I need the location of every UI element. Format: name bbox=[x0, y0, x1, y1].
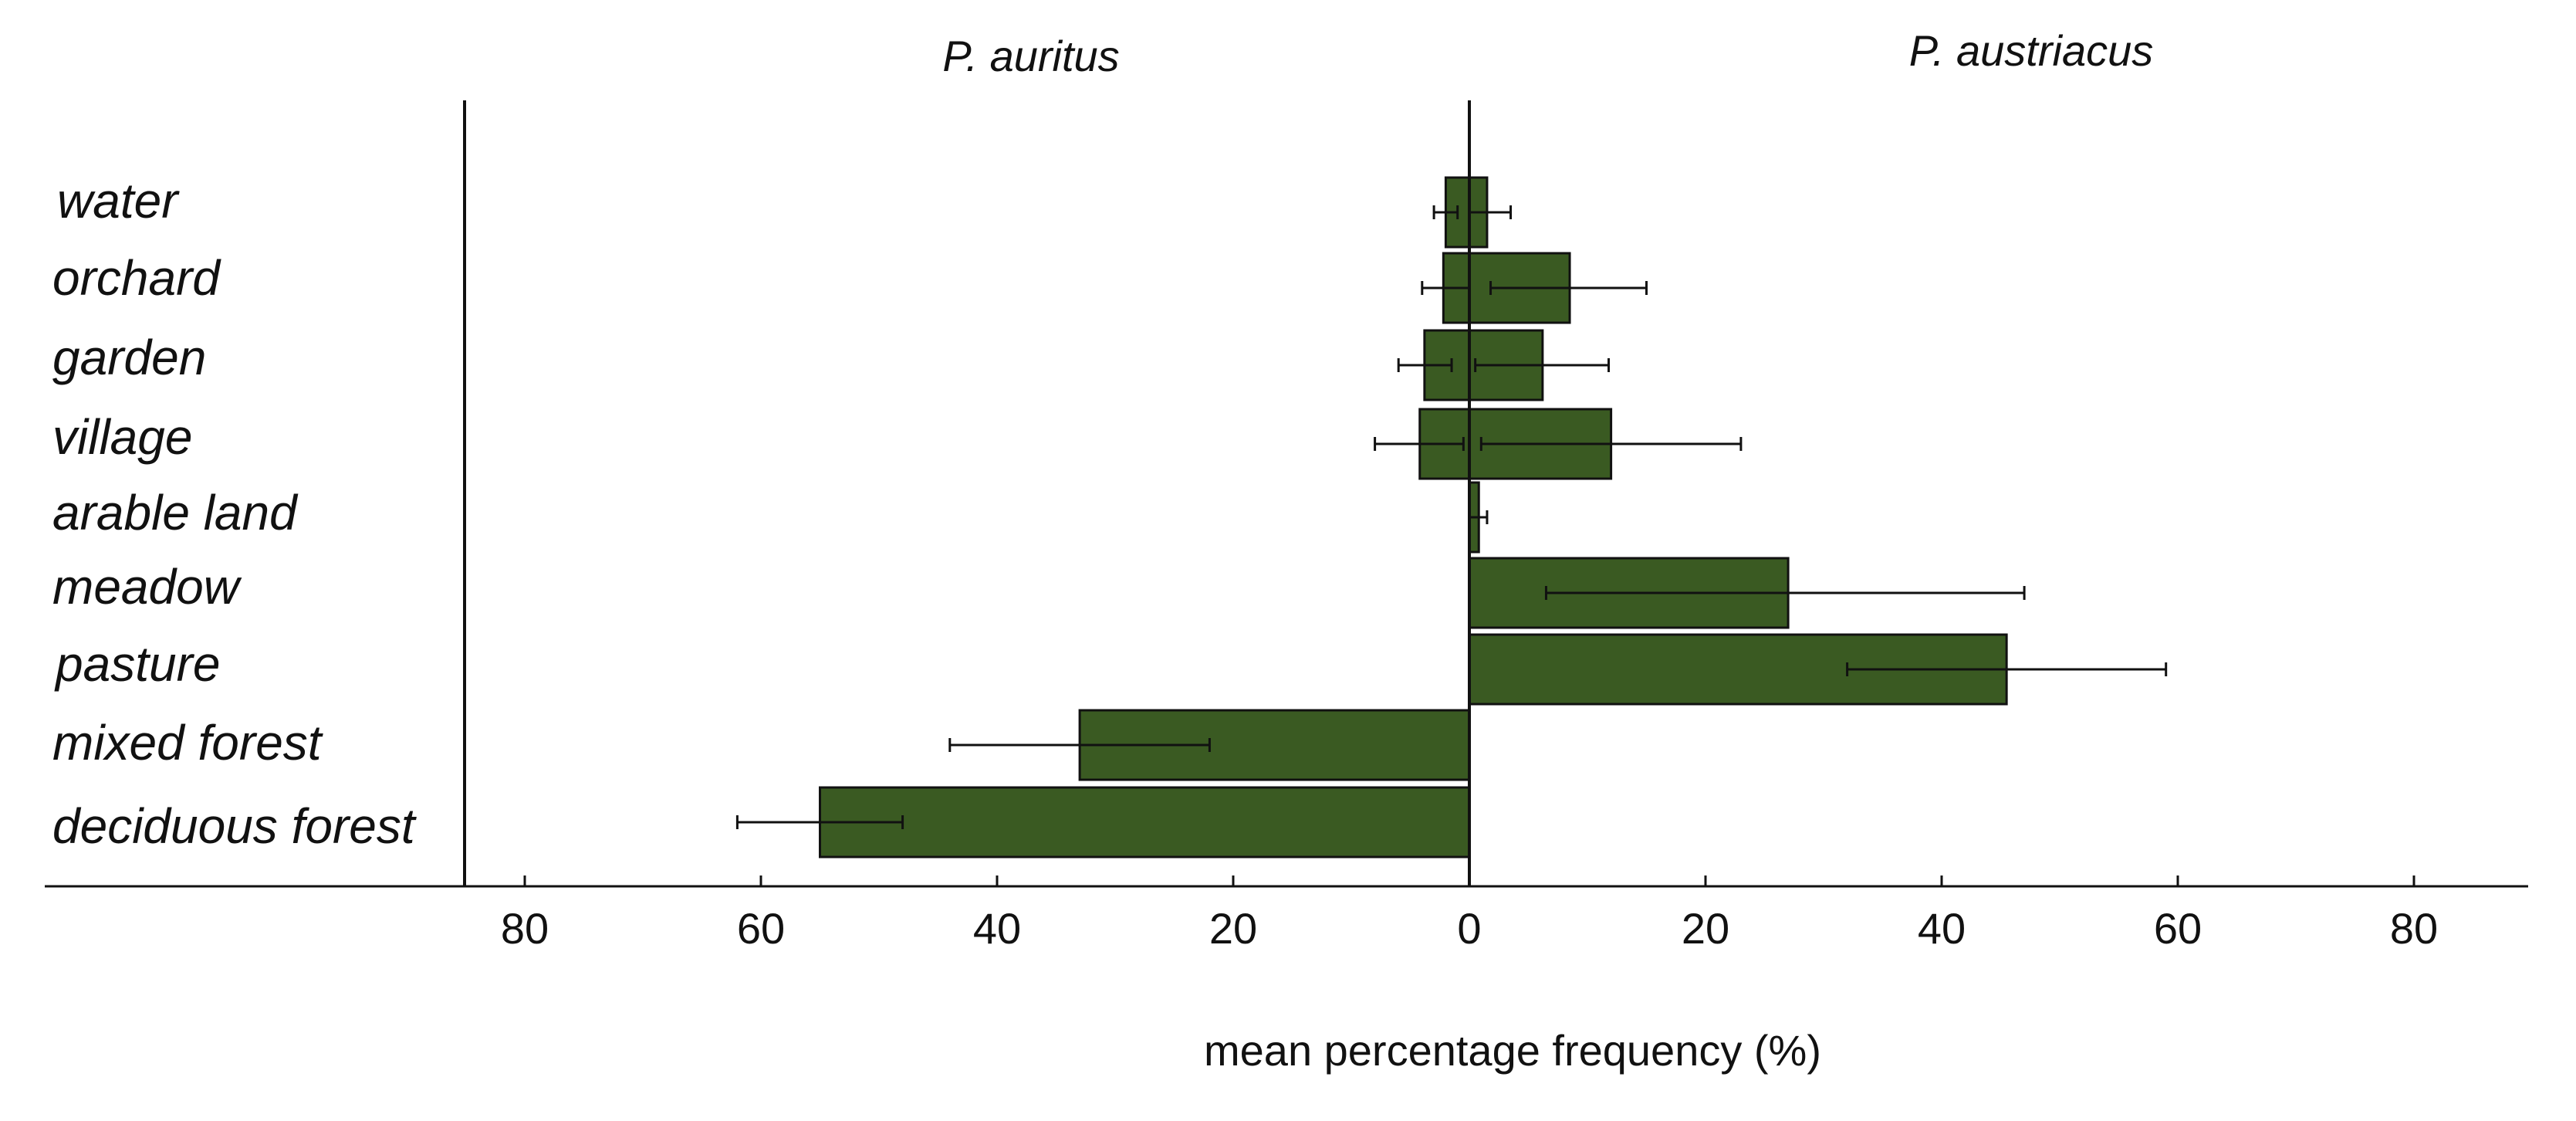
category-label-garden: garden bbox=[52, 330, 206, 385]
category-label-orchard: orchard bbox=[52, 250, 221, 306]
x-tick-label: 40 bbox=[973, 904, 1021, 953]
x-tick-label: 80 bbox=[2390, 904, 2438, 953]
x-axis-title: mean percentage frequency (%) bbox=[1204, 1026, 1821, 1075]
bar bbox=[819, 786, 1471, 859]
x-ticks: 80 60 40 20 0 20 40 60 80 bbox=[501, 875, 2438, 953]
category-label-deciduous-forest: deciduous forest bbox=[52, 798, 417, 854]
error-bars bbox=[735, 205, 2168, 829]
error-bar bbox=[1489, 281, 1648, 295]
error-bar bbox=[1479, 437, 1743, 451]
series-label-austriacus: P. austriacus bbox=[1909, 26, 2153, 75]
x-tick-label: 80 bbox=[501, 904, 549, 953]
error-bar bbox=[1421, 281, 1471, 295]
category-label-pasture: pasture bbox=[54, 636, 220, 692]
error-bar bbox=[1468, 205, 1513, 219]
series-label-auritus: P. auritus bbox=[942, 32, 1119, 80]
error-bar bbox=[1374, 437, 1465, 451]
category-labels: water orchard garden village arable land… bbox=[52, 173, 417, 854]
error-bar bbox=[735, 815, 904, 829]
x-tick-label: 40 bbox=[1918, 904, 1966, 953]
category-label-meadow: meadow bbox=[52, 559, 242, 615]
error-bar bbox=[1474, 358, 1611, 372]
error-bar bbox=[1544, 586, 2026, 600]
bars bbox=[819, 176, 2008, 859]
x-tick-label: 60 bbox=[737, 904, 785, 953]
category-label-village: village bbox=[52, 409, 192, 465]
x-tick-label: 60 bbox=[2154, 904, 2202, 953]
error-bar bbox=[1432, 205, 1459, 219]
error-bar bbox=[1468, 510, 1489, 524]
x-tick-label: 20 bbox=[1209, 904, 1257, 953]
category-label-mixed-forest: mixed forest bbox=[52, 715, 323, 770]
error-bar bbox=[1846, 662, 2168, 676]
category-label-water: water bbox=[57, 173, 180, 229]
x-tick-label: 20 bbox=[1682, 904, 1729, 953]
error-bar bbox=[1397, 358, 1453, 372]
category-label-arable-land: arable land bbox=[52, 485, 299, 540]
x-tick-label: 0 bbox=[1457, 904, 1481, 953]
error-bar bbox=[948, 738, 1211, 752]
